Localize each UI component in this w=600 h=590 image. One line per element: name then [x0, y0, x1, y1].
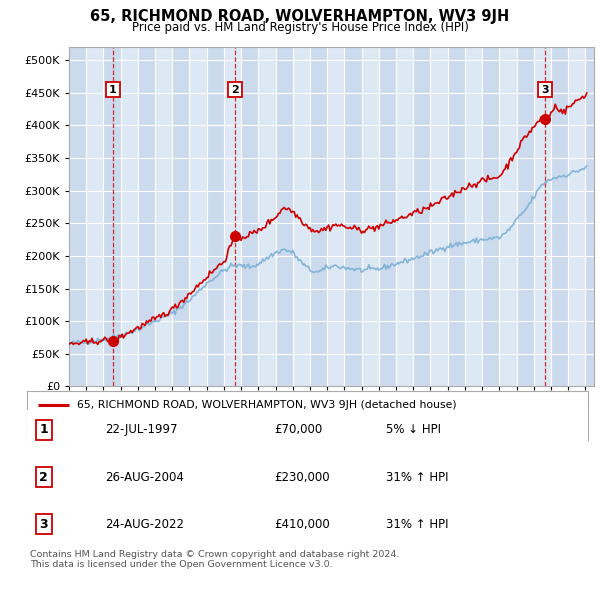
Text: 1: 1	[40, 423, 48, 437]
Text: Contains HM Land Registry data © Crown copyright and database right 2024.
This d: Contains HM Land Registry data © Crown c…	[30, 550, 400, 569]
Bar	[69, 47, 86, 386]
Bar	[448, 47, 465, 386]
Bar	[293, 47, 310, 386]
Bar	[86, 47, 103, 386]
Bar	[224, 47, 241, 386]
Bar	[362, 47, 379, 386]
Text: 3: 3	[40, 517, 48, 531]
Bar	[103, 47, 121, 386]
Text: 5% ↓ HPI: 5% ↓ HPI	[386, 423, 441, 437]
Bar	[207, 47, 224, 386]
Text: 22-JUL-1997: 22-JUL-1997	[106, 423, 178, 437]
Bar	[172, 47, 190, 386]
Bar	[121, 47, 138, 386]
Text: 3: 3	[541, 84, 549, 94]
Text: 31% ↑ HPI: 31% ↑ HPI	[386, 517, 449, 531]
Bar	[138, 47, 155, 386]
Bar	[241, 47, 259, 386]
Bar	[275, 47, 293, 386]
Bar	[155, 47, 172, 386]
Bar	[586, 47, 594, 386]
Text: 2: 2	[40, 470, 48, 484]
Text: HPI: Average price, detached house, Wolverhampton: HPI: Average price, detached house, Wolv…	[77, 422, 366, 432]
Text: 31% ↑ HPI: 31% ↑ HPI	[386, 470, 449, 484]
Bar	[396, 47, 413, 386]
Bar	[482, 47, 499, 386]
Bar	[259, 47, 275, 386]
Bar	[517, 47, 534, 386]
Bar	[465, 47, 482, 386]
Bar	[190, 47, 207, 386]
Bar	[568, 47, 586, 386]
Bar	[413, 47, 430, 386]
Text: 24-AUG-2022: 24-AUG-2022	[106, 517, 185, 531]
Text: £70,000: £70,000	[274, 423, 322, 437]
Text: Price paid vs. HM Land Registry's House Price Index (HPI): Price paid vs. HM Land Registry's House …	[131, 21, 469, 34]
Bar	[499, 47, 517, 386]
Bar	[327, 47, 344, 386]
Text: £410,000: £410,000	[274, 517, 329, 531]
Text: 1: 1	[109, 84, 117, 94]
Bar	[310, 47, 327, 386]
Text: 65, RICHMOND ROAD, WOLVERHAMPTON, WV3 9JH (detached house): 65, RICHMOND ROAD, WOLVERHAMPTON, WV3 9J…	[77, 399, 457, 409]
Text: £230,000: £230,000	[274, 470, 329, 484]
Bar	[379, 47, 396, 386]
Bar	[534, 47, 551, 386]
Text: 2: 2	[231, 84, 239, 94]
Bar	[344, 47, 362, 386]
Text: 65, RICHMOND ROAD, WOLVERHAMPTON, WV3 9JH: 65, RICHMOND ROAD, WOLVERHAMPTON, WV3 9J…	[91, 9, 509, 24]
Bar	[430, 47, 448, 386]
Bar	[551, 47, 568, 386]
Text: 26-AUG-2004: 26-AUG-2004	[106, 470, 184, 484]
